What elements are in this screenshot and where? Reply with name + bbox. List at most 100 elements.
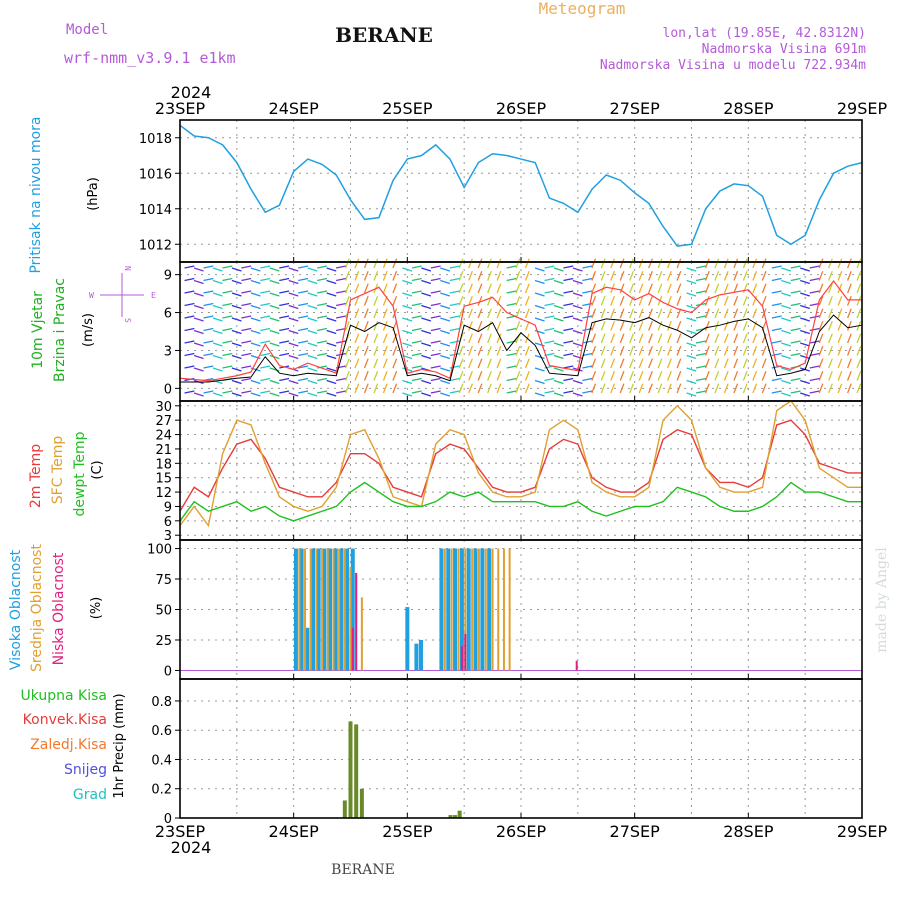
cloud-high-bar (453, 548, 458, 671)
wind-arrow (515, 295, 521, 306)
wind-arrow (515, 383, 521, 394)
cloud-high-bar (459, 548, 464, 671)
wind-arrow (856, 283, 862, 294)
cloud-mid-bar (298, 548, 301, 671)
wind-arrow (344, 258, 350, 269)
wind-arrow (279, 390, 290, 394)
wind-arrow (193, 392, 204, 397)
wind-arrow (222, 302, 233, 307)
sfc-temp-line (179, 400, 862, 528)
wind-arrow (781, 392, 792, 397)
wind-arrow (846, 345, 852, 356)
wind-arrow (203, 265, 214, 269)
wind-arrow (695, 377, 706, 382)
cloud-high-bar (405, 607, 410, 671)
wind-arrow (506, 365, 517, 369)
wind-arrow (260, 352, 271, 357)
wind-arrow (828, 283, 833, 294)
wind-arrow (440, 342, 451, 347)
wind-arrow (534, 267, 545, 272)
wind-arrow (449, 290, 460, 294)
cloud-high-bar (333, 548, 338, 671)
wind-arrow (373, 370, 379, 381)
wind-arrow (344, 295, 350, 306)
cloud-high-bar (293, 548, 298, 671)
wind-arrow (307, 279, 318, 285)
wind-arrow (534, 342, 545, 347)
y-tick-label: 9 (164, 269, 172, 284)
wind-arrow (354, 295, 360, 306)
wind-arrow (411, 365, 422, 369)
wind-arrow (184, 302, 195, 307)
wind-arrow (212, 342, 223, 347)
wind-arrow (809, 315, 820, 319)
wind-arrow (790, 390, 801, 394)
wind-arrow (534, 304, 545, 310)
wind-arrow (563, 315, 574, 319)
wind-arrow (856, 370, 862, 381)
wind-arrow (307, 392, 318, 397)
wind-arrow (591, 320, 597, 331)
wind-arrow (250, 304, 261, 310)
wind-arrow (468, 270, 473, 281)
wind-arrow (250, 342, 261, 347)
wind-arrow (638, 345, 644, 356)
wind-arrow (534, 367, 545, 372)
pressure-unit: (hPa) (86, 177, 101, 211)
wind-arrow (582, 352, 593, 357)
wind-arrow (288, 392, 299, 397)
wind-arrow (742, 283, 748, 294)
wind-arrow (344, 358, 350, 369)
wind-arrow (354, 283, 360, 294)
wind-arrow (241, 377, 252, 382)
wind-arrow (619, 370, 625, 381)
wind-arrow (335, 265, 347, 269)
wind-arrow (553, 292, 564, 297)
wind-arrow (515, 370, 521, 381)
wind-arrow (477, 333, 483, 344)
wind-arrow (809, 365, 820, 369)
wind-arrow (704, 283, 710, 294)
wind-arrow (279, 302, 290, 307)
wind-arrow (524, 370, 530, 381)
wind-arrow (828, 258, 833, 269)
wind-arrow (629, 370, 634, 381)
wind-arrow (771, 352, 782, 357)
wind-arrow (203, 340, 214, 344)
wind-arrow (307, 292, 318, 297)
y-tick-label: 0.4 (151, 753, 172, 768)
wind-arrow (828, 295, 833, 306)
wind-arrow (667, 358, 672, 369)
wind-arrow (382, 270, 388, 281)
wind-arrow (771, 327, 782, 332)
wind-arrow (742, 258, 748, 269)
wind-arrow (496, 370, 502, 381)
wind-arrow (506, 277, 517, 282)
wind-arrow (837, 320, 843, 331)
wind-arrow (534, 379, 545, 385)
wind-arrow (193, 317, 204, 322)
cloud-mid-bar (443, 548, 446, 671)
wind-arrow (600, 270, 606, 281)
wind-arrow (686, 354, 697, 360)
wind-arrow (686, 317, 697, 322)
wind-arrow (411, 340, 422, 344)
wind-arrow (411, 377, 422, 382)
wind-arrow (468, 320, 473, 331)
wind-arrow (411, 290, 422, 294)
wind-arrow (430, 340, 441, 344)
wind-arrow (250, 379, 261, 385)
wind-arrow (326, 342, 337, 347)
wind-arrow (648, 383, 653, 394)
cloud-mid-bar (471, 548, 474, 671)
wind-arrow (382, 345, 388, 356)
wind-arrow (742, 345, 748, 356)
wind-arrow (828, 270, 833, 281)
wind-arrow (553, 354, 564, 360)
y-tick-label: 6 (164, 307, 172, 322)
wind-arrow (572, 342, 583, 347)
wind-arrow (742, 333, 748, 344)
cloud-high-bar (466, 548, 471, 671)
y-tick-label: 0 (164, 812, 172, 827)
wind-arrow (222, 327, 233, 332)
